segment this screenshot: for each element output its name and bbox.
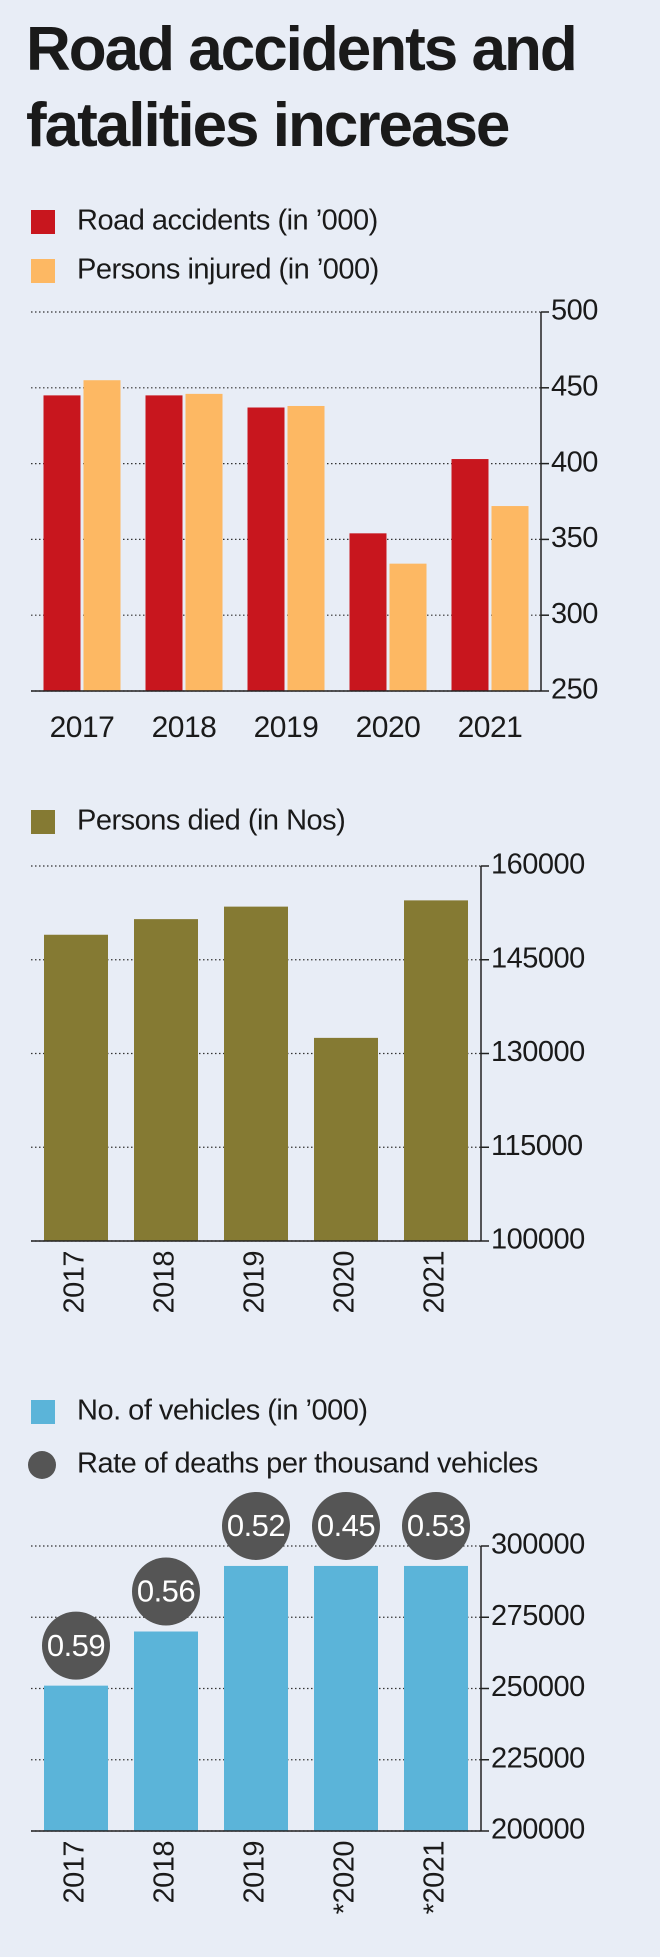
x-tick-label: 2020 — [329, 1251, 361, 1314]
y-tick-label: 130000 — [491, 1036, 585, 1068]
x-tick-label: 2019 — [254, 711, 319, 744]
y-tick-label: 500 — [551, 295, 598, 327]
y-tick-label: 400 — [551, 446, 598, 478]
x-tick-label: 2019 — [239, 1841, 271, 1904]
bar — [224, 906, 288, 1241]
legend-marker — [31, 259, 55, 283]
y-tick-label: 200000 — [491, 1814, 585, 1846]
bar — [185, 393, 223, 691]
y-tick-label: 300 — [551, 598, 598, 630]
x-tick-label: 2020 — [356, 711, 421, 744]
rate-label: 0.53 — [407, 1508, 465, 1543]
rate-bubble — [312, 1491, 380, 1560]
y-tick-label: 100000 — [491, 1224, 585, 1256]
bar — [389, 563, 427, 691]
bar — [43, 395, 81, 691]
y-tick-label: 300000 — [491, 1529, 585, 1561]
y-tick-label: 225000 — [491, 1742, 585, 1774]
y-tick-label: 350 — [551, 522, 598, 554]
bar — [314, 1037, 378, 1241]
x-tick-label: 2018 — [149, 1251, 181, 1314]
x-tick-label: 2018 — [149, 1841, 181, 1904]
bar — [224, 1565, 288, 1831]
rate-label: 0.56 — [137, 1574, 195, 1609]
rate-label: 0.59 — [47, 1628, 105, 1663]
y-tick-label: 115000 — [491, 1130, 583, 1162]
legend-label: No. of vehicles (in ’000) — [77, 1395, 368, 1427]
x-tick-label: 2018 — [152, 711, 217, 744]
legend-label: Persons injured (in ’000) — [77, 254, 379, 286]
bar — [145, 395, 183, 691]
bar — [314, 1565, 378, 1831]
x-tick-label: 2017 — [59, 1251, 91, 1314]
bar — [44, 1685, 108, 1831]
x-tick-label: *2020 — [329, 1841, 361, 1914]
bar — [134, 919, 198, 1241]
y-tick-label: 450 — [551, 370, 598, 402]
y-tick-label: 275000 — [491, 1600, 585, 1632]
legend-label: Road accidents (in ’000) — [77, 205, 378, 237]
x-tick-label: 2021 — [419, 1251, 451, 1314]
bar — [491, 506, 529, 691]
legend-marker — [28, 1451, 56, 1479]
y-tick-label: 250000 — [491, 1671, 585, 1703]
bar — [83, 380, 121, 691]
chart-title: Road accidents and fatalities increase — [26, 15, 578, 160]
rate-label: 0.52 — [227, 1508, 285, 1543]
x-tick-label: 2021 — [458, 711, 523, 744]
y-tick-label: 145000 — [491, 942, 585, 974]
bar — [404, 900, 468, 1241]
rate-label: 0.45 — [317, 1508, 375, 1543]
bar — [451, 459, 489, 691]
x-tick-label: *2021 — [419, 1841, 451, 1914]
bar — [349, 533, 387, 691]
legend-marker — [31, 210, 55, 234]
bar — [247, 407, 285, 691]
legend-label: Rate of deaths per thousand vehicles — [77, 1448, 538, 1480]
bar — [134, 1631, 198, 1831]
x-tick-label: 2017 — [50, 711, 115, 744]
bar — [287, 405, 325, 691]
bar — [404, 1565, 468, 1831]
rate-bubble — [222, 1491, 290, 1560]
rate-bubble — [402, 1491, 470, 1560]
rate-bubble — [42, 1611, 110, 1680]
x-tick-label: 2019 — [239, 1251, 271, 1314]
legend-marker — [31, 810, 55, 834]
y-tick-label: 250 — [551, 674, 598, 706]
bar — [44, 934, 108, 1241]
rate-bubble — [132, 1557, 200, 1626]
y-tick-label: 160000 — [491, 849, 585, 881]
legend-label: Persons died (in Nos) — [77, 805, 345, 837]
legend-marker — [31, 1400, 55, 1424]
x-tick-label: 2017 — [59, 1841, 91, 1904]
